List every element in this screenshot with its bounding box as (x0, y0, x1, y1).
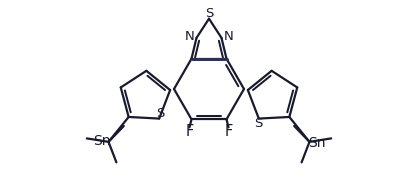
Text: Sn: Sn (308, 136, 325, 150)
Text: F: F (224, 124, 233, 139)
Text: S: S (156, 107, 164, 120)
Text: S: S (205, 7, 213, 20)
Text: S: S (254, 117, 262, 130)
Text: N: N (185, 30, 194, 43)
Text: Sn: Sn (93, 134, 110, 148)
Text: F: F (185, 124, 194, 139)
Text: N: N (224, 30, 233, 43)
